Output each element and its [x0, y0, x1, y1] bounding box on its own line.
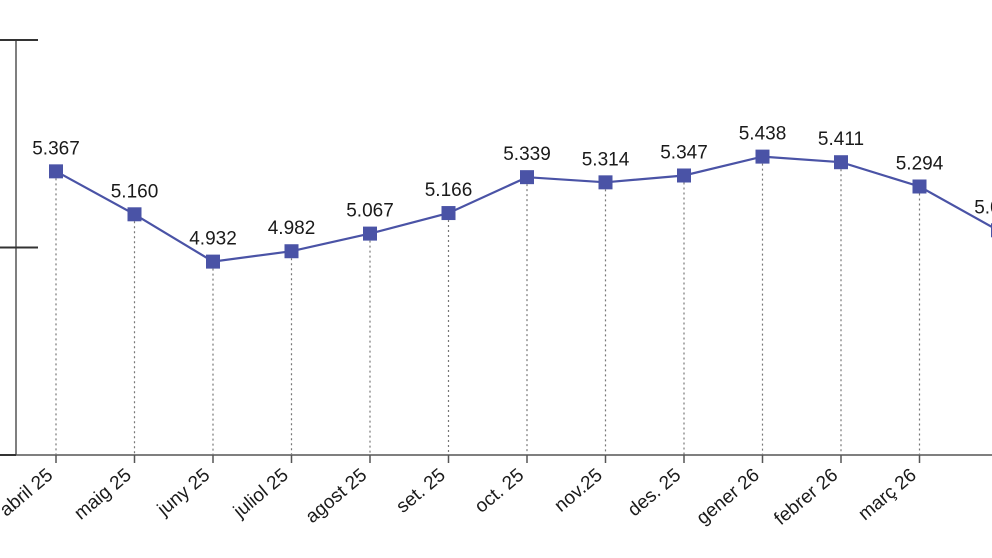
data-point-marker	[49, 164, 63, 179]
x-tick-label: març 26	[855, 465, 921, 525]
data-point-marker	[598, 175, 613, 190]
x-tick-labels: abril 25 maig 25 juny 25 juliol 25 agost 25 s…	[0, 465, 921, 530]
data-label: 5.347	[660, 142, 708, 163]
x-tick-label: agost 25	[302, 465, 371, 528]
x-tick-label: des. 25	[624, 465, 685, 521]
data-label: 5.083	[974, 197, 992, 218]
data-label: 5.294	[896, 153, 944, 174]
data-point-marker	[206, 254, 220, 269]
x-tick-label: febrer 26	[770, 465, 842, 530]
data-label: 4.932	[189, 229, 237, 250]
data-point-marker	[520, 170, 534, 185]
x-tick-label: set. 25	[393, 465, 450, 518]
series-layer	[49, 149, 992, 269]
x-tick-label: abril 25	[0, 465, 57, 521]
data-point-marker	[441, 206, 456, 221]
data-point-marker	[834, 155, 848, 170]
chart-axes	[0, 39, 992, 463]
data-label: 5.314	[582, 149, 630, 170]
data-label: 5.367	[32, 138, 80, 159]
x-tick-label: nov.25	[551, 465, 607, 517]
data-labels: 5.367 5.160 4.932 4.982 5.067 5.166 5.339 5.314…	[32, 124, 992, 250]
data-point-marker	[755, 149, 770, 164]
x-tick-label: gener 26	[693, 465, 764, 529]
x-tick-label: oct. 25	[471, 465, 528, 518]
data-label: 5.166	[425, 180, 473, 201]
data-point-marker	[284, 244, 299, 259]
drop-lines	[55, 163, 921, 455]
data-label: 5.411	[818, 129, 864, 150]
x-tick-label: juliol 25	[229, 465, 293, 523]
x-tick-label: juny 25	[153, 465, 214, 521]
data-label: 4.982	[268, 218, 316, 239]
x-tick-label: maig 25	[70, 465, 135, 525]
data-label: 5.339	[503, 144, 551, 165]
data-label: 5.160	[111, 181, 159, 202]
data-point-marker	[363, 226, 377, 241]
data-label: 5.067	[346, 201, 394, 222]
data-label: 5.438	[739, 124, 787, 145]
data-point-marker	[677, 168, 691, 183]
data-point-marker	[912, 179, 927, 194]
data-point-marker	[127, 207, 142, 222]
